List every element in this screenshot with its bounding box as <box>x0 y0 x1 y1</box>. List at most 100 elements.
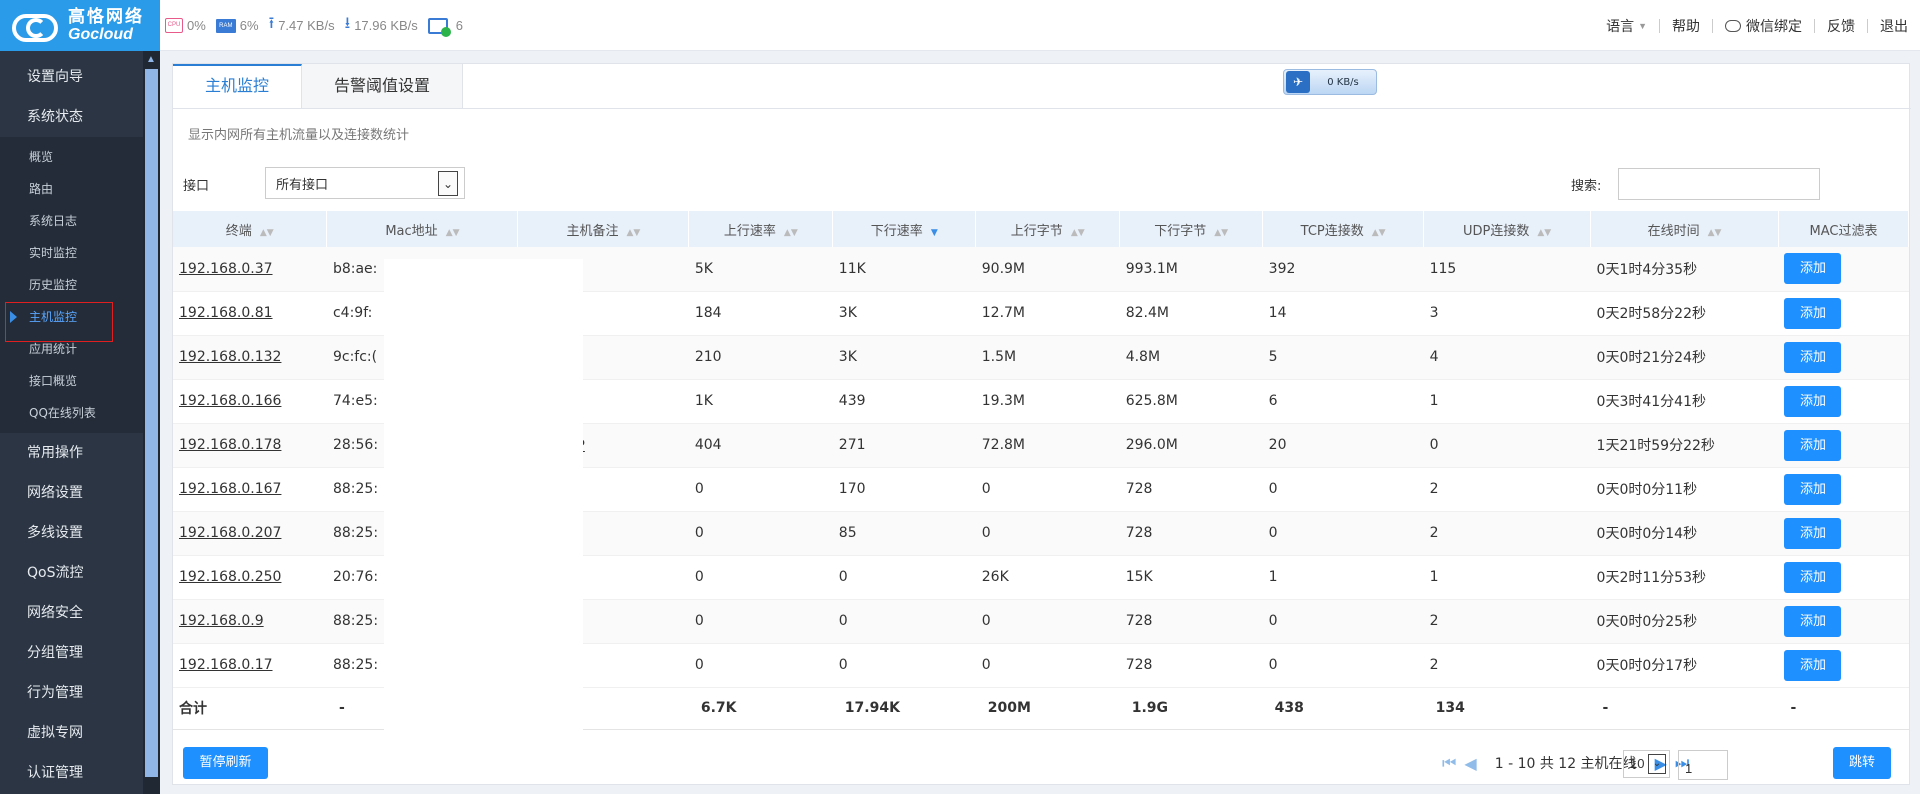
goto-page-button[interactable]: 跳转 <box>1833 747 1891 779</box>
table-cell: 296.0M <box>1119 423 1263 468</box>
host-ip-link[interactable]: 192.168.0.17 <box>179 657 273 673</box>
add-mac-filter-button[interactable]: 添加 <box>1784 341 1842 373</box>
host-ip-link[interactable]: 192.168.0.167 <box>179 481 282 497</box>
page-description: 显示内网所有主机流量以及连接数统计 <box>188 128 410 143</box>
host-ip-link[interactable]: 192.168.0.178 <box>179 437 282 453</box>
col-up-rate[interactable]: 上行速率 ▲▼ <box>688 211 834 247</box>
host-ip-link[interactable]: 192.168.0.250 <box>179 569 282 585</box>
sidebar-scrollbar[interactable]: ▲ <box>143 51 160 794</box>
sidebar-item-auth[interactable]: 认证管理 <box>27 765 83 781</box>
prev-page-icon[interactable]: ◀ <box>1464 753 1477 773</box>
chevron-down-icon[interactable]: ⌄ <box>438 171 458 196</box>
sidebar-item-realtime-monitor[interactable]: 实时监控 <box>29 246 78 260</box>
sidebar-item-multiline[interactable]: 多线设置 <box>27 525 83 541</box>
interface-select[interactable]: 所有接口 ⌄ <box>265 167 465 199</box>
logout-link[interactable]: 退出 <box>1867 18 1920 33</box>
sidebar-item-qq-online[interactable]: QQ在线列表 <box>29 406 96 420</box>
table-cell: 192.168.0.132 <box>173 335 327 380</box>
add-mac-filter-button[interactable]: 添加 <box>1784 517 1842 549</box>
table-cell: 192.168.0.9 <box>173 599 327 644</box>
host-ip-link[interactable]: 192.168.0.37 <box>179 260 273 277</box>
table-cell: 0 <box>1262 643 1424 688</box>
sort-icon: ▲▼ <box>1214 227 1229 238</box>
table-cell: 728 <box>1119 511 1263 556</box>
add-mac-filter-button[interactable]: 添加 <box>1784 297 1842 329</box>
sidebar-item-groups[interactable]: 分组管理 <box>27 645 83 661</box>
add-mac-filter-button[interactable]: 添加 <box>1784 649 1842 681</box>
online-hosts-icon <box>427 17 451 37</box>
sidebar-item-network-settings[interactable]: 网络设置 <box>27 485 83 501</box>
page-size-select[interactable]: 10 ⌄ <box>1623 750 1670 778</box>
table-row: 192.168.0.37b8:ae:电脑5K11K90.9M993.1M3921… <box>173 247 1909 292</box>
host-ip-link[interactable]: 192.168.0.207 <box>179 525 282 541</box>
table-cell: 0 <box>975 467 1120 512</box>
tab-alert-threshold[interactable]: 告警阈值设置 <box>302 64 464 108</box>
sidebar-item-overview[interactable]: 概览 <box>29 150 54 164</box>
feedback-link[interactable]: 反馈 <box>1814 18 1867 33</box>
sidebar-item-app-stats[interactable]: 应用统计 <box>29 342 78 356</box>
sort-icon: ▲▼ <box>1537 227 1552 238</box>
speed-value: 0 KB/s <box>1327 76 1359 88</box>
sort-desc-icon: ▼ <box>930 227 938 238</box>
system-stats: CPU 0% RAM 6% ⭱ 7.47 KB/s ⭳ 17.96 KB/s 6 <box>165 0 473 51</box>
sidebar-item-common-ops[interactable]: 常用操作 <box>27 445 83 461</box>
host-ip-link[interactable]: 192.168.0.166 <box>179 393 282 409</box>
table-cell: 0天0时21分24秒 <box>1590 335 1779 380</box>
host-ip-link[interactable]: 192.168.0.132 <box>179 349 282 365</box>
table-cell: 0天1时4分35秒 <box>1590 247 1779 292</box>
sidebar-item-system-status[interactable]: 系统状态 <box>27 109 83 125</box>
add-mac-filter-button[interactable]: 添加 <box>1784 473 1842 505</box>
tab-host-monitor[interactable]: 主机监控 <box>173 64 303 108</box>
sidebar-item-host-monitor[interactable]: 主机监控 <box>0 301 143 342</box>
sidebar: 设置向导 系统状态 概览 路由 系统日志 实时监控 历史监控 主机监控 应用统计… <box>0 51 160 794</box>
add-mac-filter-button[interactable]: 添加 <box>1784 253 1842 285</box>
sidebar-item-behavior[interactable]: 行为管理 <box>27 685 83 701</box>
table-cell: 3K <box>832 291 976 336</box>
add-mac-filter-button[interactable]: 添加 <box>1784 561 1842 593</box>
total-cell: - <box>1778 687 1909 730</box>
scrollbar-thumb[interactable] <box>145 69 158 777</box>
col-terminal[interactable]: 终端 ▲▼ <box>173 211 328 247</box>
sidebar-item-system-log[interactable]: 系统日志 <box>29 214 78 228</box>
wechat-label: 微信绑定 <box>1746 17 1802 34</box>
sidebar-item-security[interactable]: 网络安全 <box>27 605 83 621</box>
col-online-time[interactable]: 在线时间 ▲▼ <box>1590 211 1779 247</box>
host-ip-link[interactable]: 192.168.0.81 <box>179 305 273 321</box>
add-mac-filter-button[interactable]: 添加 <box>1784 429 1842 461</box>
search-input[interactable] <box>1618 168 1820 200</box>
add-mac-filter-button[interactable]: 添加 <box>1784 605 1842 637</box>
col-down-bytes[interactable]: 下行字节 ▲▼ <box>1119 211 1264 247</box>
col-down-rate[interactable]: 下行速率 ▼ <box>832 211 977 247</box>
pause-refresh-button[interactable]: 暂停刷新 <box>183 747 268 779</box>
col-up-bytes[interactable]: 上行字节 ▲▼ <box>975 211 1121 247</box>
first-page-icon[interactable]: ⏮ <box>1442 753 1457 772</box>
sidebar-item-qos[interactable]: QoS流控 <box>27 565 84 581</box>
system-status-submenu: 概览 路由 系统日志 实时监控 历史监控 主机监控 应用统计 接口概览 QQ在线… <box>0 137 143 433</box>
wechat-bind-link[interactable]: 微信绑定 <box>1712 17 1814 34</box>
table-cell: 170 <box>832 467 976 512</box>
total-cell: 134 <box>1423 687 1591 730</box>
col-tcp[interactable]: TCP连接数 ▲▼ <box>1262 211 1425 247</box>
add-mac-filter-button[interactable]: 添加 <box>1784 385 1842 417</box>
sidebar-item-vpn[interactable]: 虚拟专网 <box>27 725 83 741</box>
next-page-icon[interactable]: ▶ <box>1654 753 1667 773</box>
col-mac[interactable]: Mac地址 ▲▼ <box>326 211 519 247</box>
host-ip-link[interactable]: 192.168.0.9 <box>179 613 264 629</box>
gocloud-logo-icon <box>12 8 62 44</box>
table-cell: 0 <box>688 467 833 512</box>
speed-widget: ✈ 0 KB/s <box>1283 69 1377 95</box>
sidebar-item-setup-wizard[interactable]: 设置向导 <box>27 69 83 85</box>
sidebar-item-interface-overview[interactable]: 接口概览 <box>29 374 78 388</box>
sidebar-item-routes[interactable]: 路由 <box>29 182 54 196</box>
sort-icon: ▲▼ <box>1707 227 1722 238</box>
page-number-input[interactable]: 1 <box>1678 750 1728 780</box>
chevron-down-icon[interactable]: ⌄ <box>1648 754 1666 774</box>
scroll-up-icon[interactable]: ▲ <box>146 54 156 65</box>
table-cell: 392 <box>1262 247 1424 292</box>
col-udp[interactable]: UDP连接数 ▲▼ <box>1423 211 1592 247</box>
language-menu[interactable]: 语言 ▼ <box>1594 19 1659 33</box>
table-cell: 4 <box>1423 335 1591 380</box>
col-remark[interactable]: 主机备注 ▲▼ <box>517 211 690 247</box>
sidebar-item-history-monitor[interactable]: 历史监控 <box>29 278 78 292</box>
help-link[interactable]: 帮助 <box>1659 18 1712 33</box>
